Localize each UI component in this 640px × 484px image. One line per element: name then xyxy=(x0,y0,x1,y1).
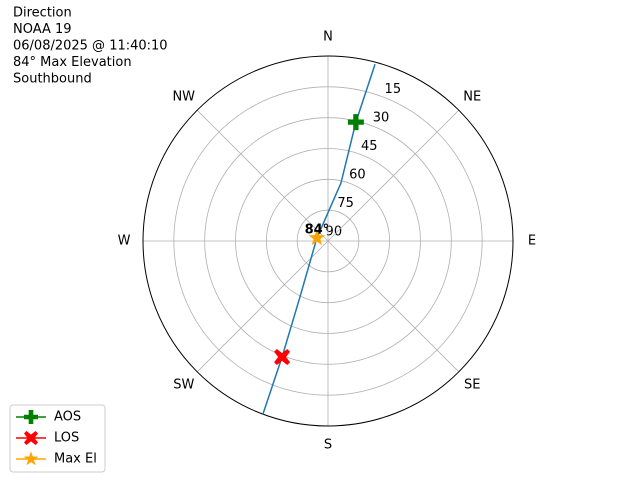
legend-label: LOS xyxy=(54,431,79,446)
grid-spoke xyxy=(196,240,329,373)
theta-tick-label: W xyxy=(118,234,131,249)
r-tick-label: 60 xyxy=(349,167,366,182)
r-tick-label: 75 xyxy=(337,196,354,211)
r-tick-label: 45 xyxy=(361,139,378,154)
theta-tick-label: NE xyxy=(463,89,481,104)
theta-tick-label: E xyxy=(528,234,536,249)
legend-label: AOS xyxy=(54,410,81,425)
theta-tick-label: NW xyxy=(172,89,195,104)
r-tick-label: 15 xyxy=(385,82,402,97)
title-line: 06/08/2025 @ 11:40:10 xyxy=(13,39,168,54)
marker-x xyxy=(274,349,291,366)
grid-spoke xyxy=(327,240,460,373)
marker-star xyxy=(308,229,326,246)
theta-tick-label: SE xyxy=(464,378,480,393)
r-tick-label: 30 xyxy=(373,110,390,125)
legend-marker xyxy=(23,451,39,466)
grid-spoke xyxy=(196,109,329,242)
title-line: NOAA 19 xyxy=(13,22,72,37)
theta-tick-label: S xyxy=(324,438,332,453)
legend-box xyxy=(9,404,106,473)
marker-plus xyxy=(347,114,364,131)
title-line: 84° Max Elevation xyxy=(13,55,132,70)
legend-marker xyxy=(24,410,38,424)
grid-spoke xyxy=(327,109,460,242)
legend: AOS LOS Max El xyxy=(9,404,106,473)
theta-tick-label: N xyxy=(323,30,333,45)
r-tick-label: 90 xyxy=(326,224,343,239)
theta-tick-label: SW xyxy=(173,378,194,393)
title-line: Direction xyxy=(13,6,72,21)
title-line: Southbound xyxy=(13,72,92,87)
legend-marker xyxy=(24,431,38,445)
legend-label: Max El xyxy=(54,452,97,467)
polar-frame xyxy=(142,55,514,427)
annotation: 84° xyxy=(305,223,330,238)
